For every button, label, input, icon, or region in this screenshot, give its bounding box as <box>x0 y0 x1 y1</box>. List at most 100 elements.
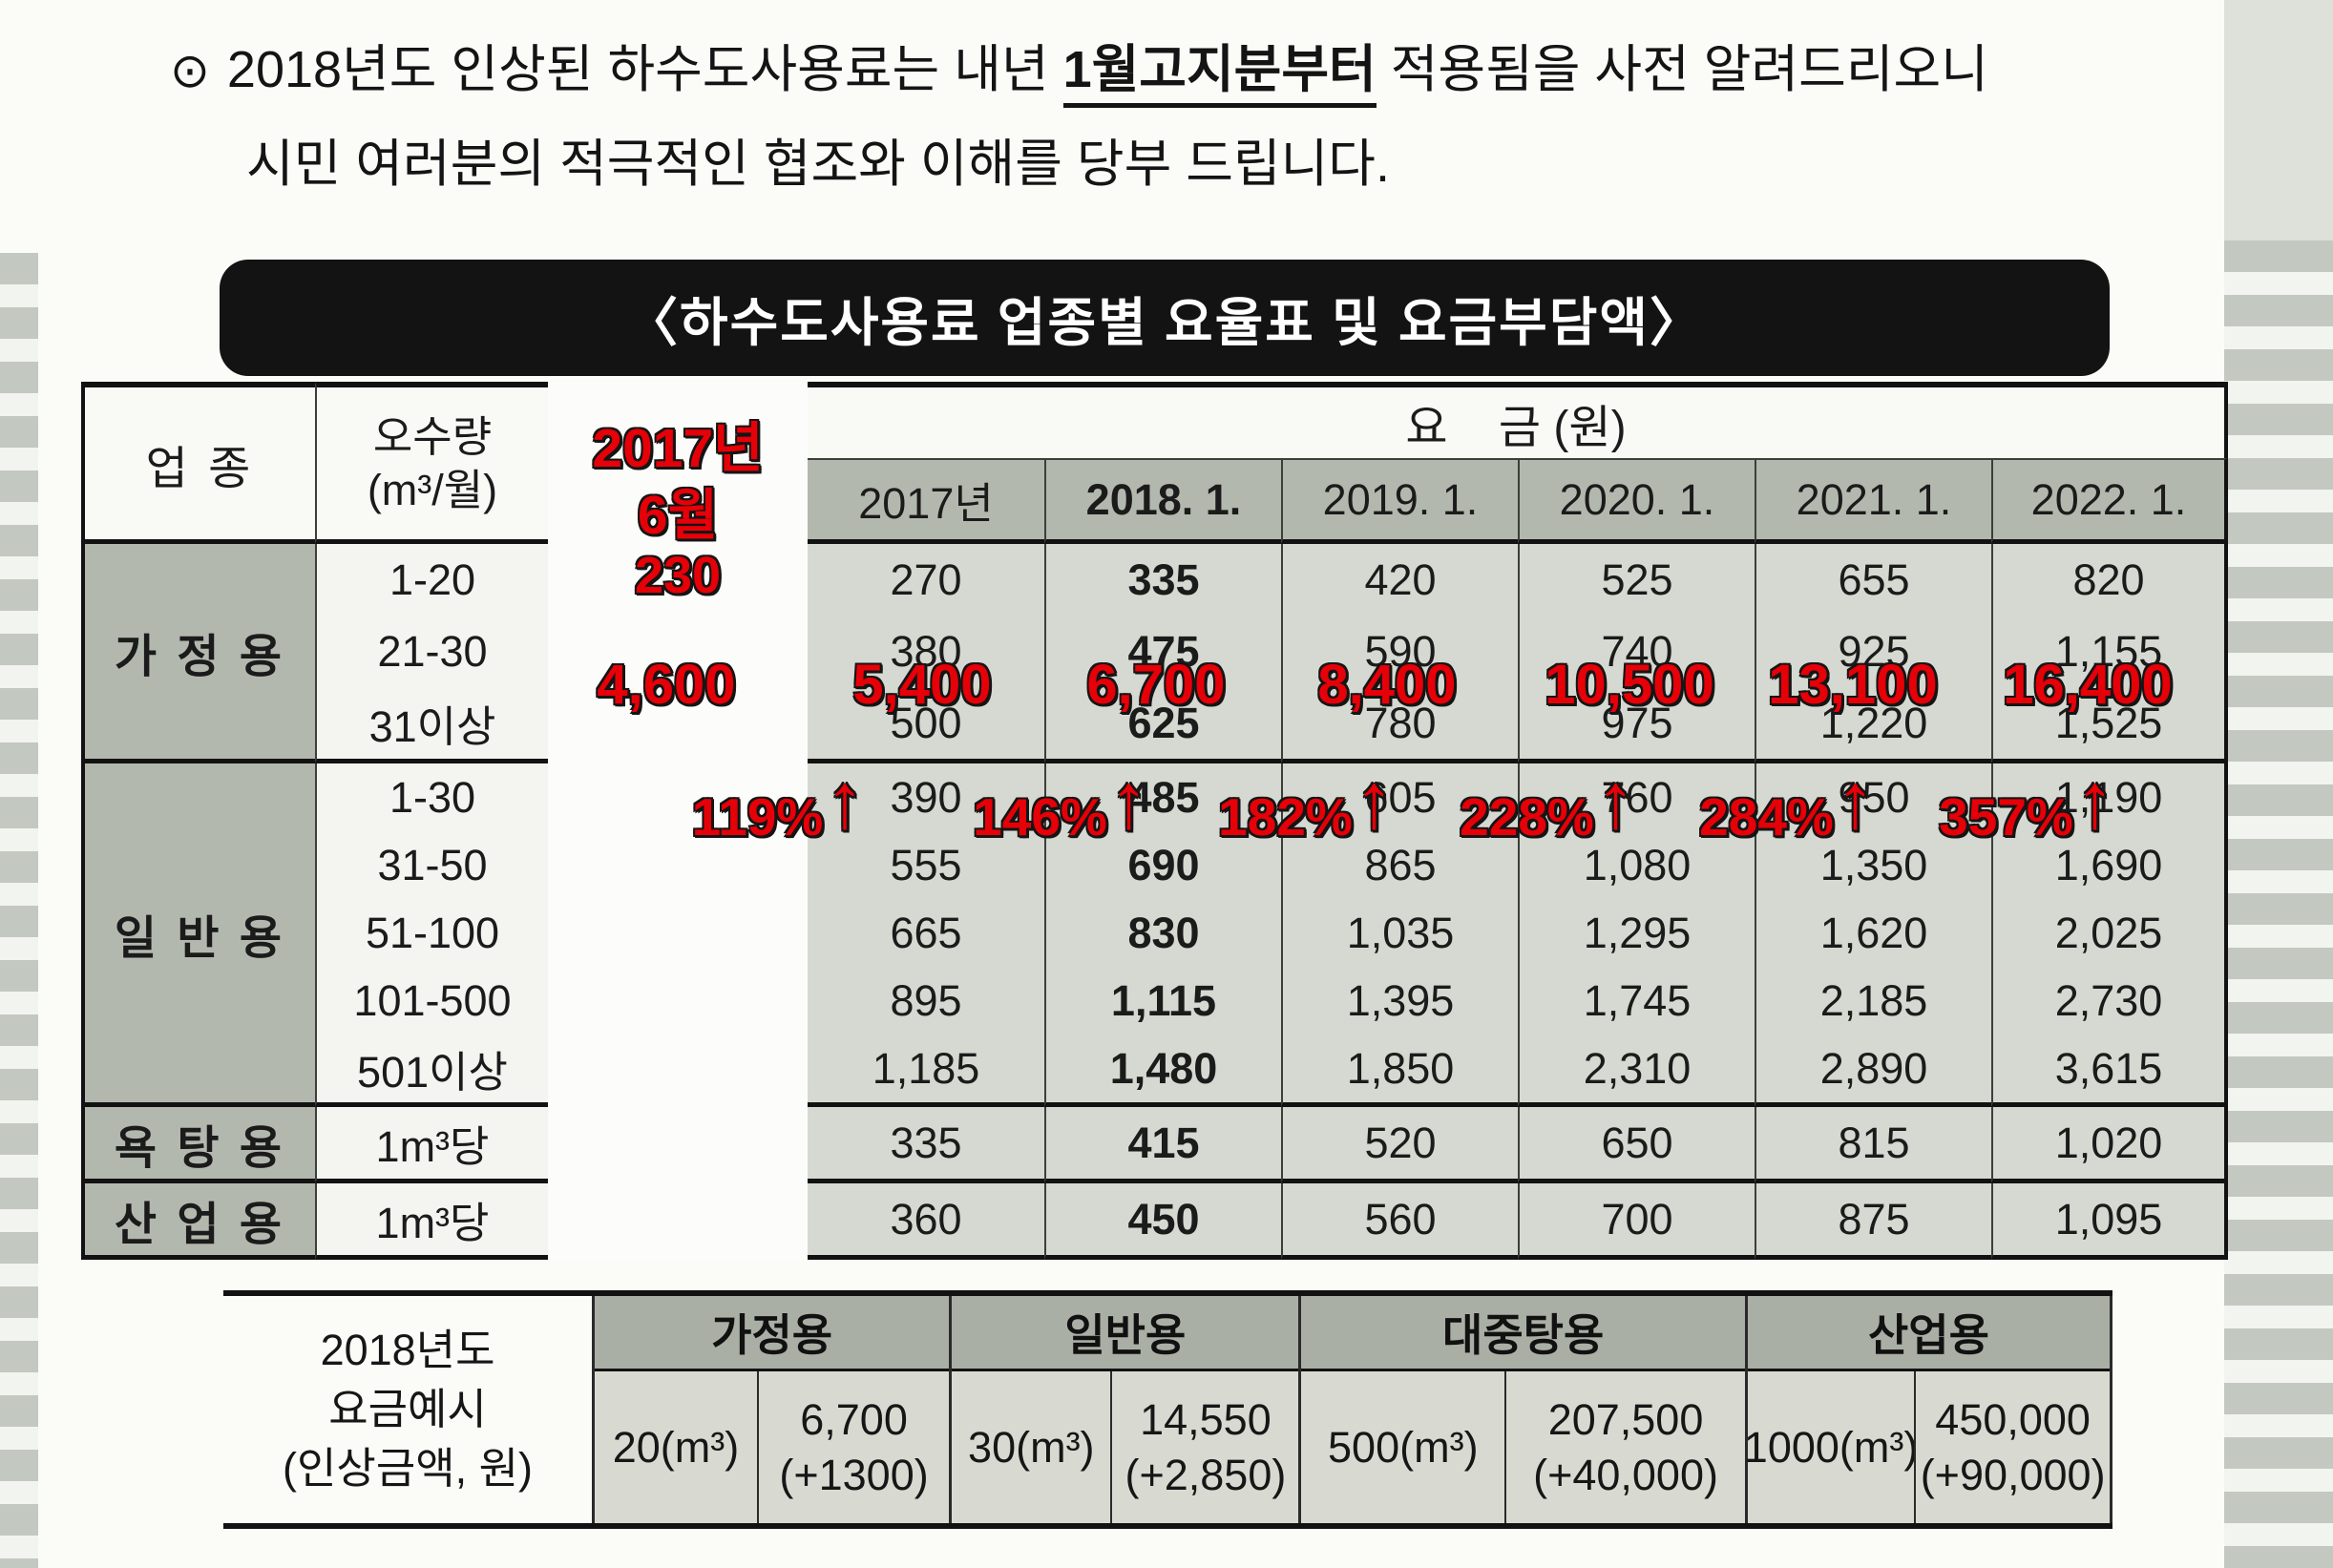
example-fee: 6,700 (+1300) <box>756 1371 949 1523</box>
fee-value: 1,155 <box>2054 626 2163 676</box>
fee-value: 270 <box>890 554 962 604</box>
fee-stack-general-2020: 760 1,080 1,295 1,745 2,310 <box>1518 763 1755 1107</box>
fee-value: 605 <box>1364 772 1437 822</box>
year-header-2019: 2019. 1. <box>1281 458 1518 544</box>
fee-value: 1,190 <box>2054 772 2163 822</box>
fee-stack-household-2018: 335 475 625 <box>1044 544 1281 763</box>
fee-value: 780 <box>1364 698 1437 747</box>
fee-value: 390 <box>890 772 962 822</box>
range-stack-household: 1-20 21-30 31이상 <box>315 544 548 763</box>
fee-value: 2,310 <box>1583 1043 1692 1093</box>
notice-line1: ⊙ 2018년도 인상된 하수도사용료는 내년 1월고지분부터 적용됨을 사전 알… <box>170 36 2203 108</box>
fee-value: 1,745 <box>1583 975 1692 1025</box>
fee-value: 1,220 <box>1819 698 1928 747</box>
example-usage: 500(m³) <box>1328 1422 1479 1472</box>
fee-value: 1,185 <box>872 1043 980 1093</box>
annotation-value: 13,100 <box>1768 654 1938 716</box>
range-value: 21-30 <box>377 626 488 676</box>
example-fee-amount: 450,000 <box>1935 1394 2091 1444</box>
fee-value: 360 <box>890 1194 962 1244</box>
percent-text: 119% <box>691 787 824 847</box>
fee-value: 865 <box>1364 840 1437 889</box>
fee-value: 1,080 <box>1583 840 1692 889</box>
year-header-2022: 2022. 1. <box>1991 458 2228 544</box>
range-value: 101-500 <box>353 975 512 1025</box>
fee-value: 1,395 <box>1346 975 1455 1025</box>
range-value: 31-50 <box>377 840 488 889</box>
example-group-body: 30(m³) 14,550 (+2,850) <box>952 1371 1299 1523</box>
notice-line1-post: 적용됨을 사전 알려드리오니 <box>1376 41 1988 98</box>
fee-stack-household-2022: 820 1,155 1,525 <box>1991 544 2228 763</box>
fee-title-cell: 요 금 (원) <box>808 382 2228 458</box>
fee-value: 500 <box>890 698 962 747</box>
fee-value: 650 <box>1601 1118 1673 1167</box>
example-group-label: 대중탕용 <box>1301 1296 1745 1371</box>
fee-value: 415 <box>1127 1118 1200 1167</box>
fee-value: 665 <box>890 908 962 957</box>
fee-value: 820 <box>2072 554 2145 604</box>
example-fee-table: 2018년도 요금예시 (인상금액, 원) 가정용 20(m³) 6,700 (… <box>223 1290 2112 1529</box>
fee-stack-industrial-2022: 1,095 <box>1991 1183 2228 1260</box>
example-group-publicbath: 대중탕용 500(m³) 207,500 (+40,000) <box>1298 1296 1745 1523</box>
fee-value: 1,480 <box>1109 1043 1218 1093</box>
fee-value: 625 <box>1127 698 1200 747</box>
fee-stack-general-2019: 605 865 1,035 1,395 1,850 <box>1281 763 1518 1107</box>
fee-value: 1,690 <box>2054 840 2163 889</box>
example-usage: 30(m³) <box>968 1422 1095 1472</box>
fee-value: 475 <box>1127 626 1200 676</box>
fee-value: 895 <box>890 975 962 1025</box>
annotation-percent: 146% ↑ <box>973 763 1148 847</box>
fee-value: 875 <box>1838 1194 1910 1244</box>
year-header-2021: 2021. 1. <box>1755 458 1991 544</box>
example-fee: 14,550 (+2,850) <box>1110 1371 1298 1523</box>
fee-value: 450 <box>1127 1194 1200 1244</box>
right-stripe-decoration <box>2220 240 2333 1568</box>
fee-value: 950 <box>1838 772 1910 822</box>
annotation-value: 16,400 <box>2003 654 2173 716</box>
category-cell-household: 가 정 용 <box>81 544 315 763</box>
fee-value: 1,295 <box>1583 908 1692 957</box>
up-arrow-icon: ↑ <box>1595 758 1635 845</box>
example-fee-increase: (+40,000) <box>1533 1450 1718 1499</box>
fee-stack-household-2019: 420 590 780 <box>1281 544 1518 763</box>
fee-stack-bath-2019: 520 <box>1281 1107 1518 1183</box>
fee-stack-industrial-2017: 360 <box>808 1183 1044 1260</box>
example-header-line: 2018년도 <box>320 1326 495 1374</box>
annotation-percent: 284% ↑ <box>1699 763 1875 847</box>
fee-value: 655 <box>1838 554 1910 604</box>
example-fee: 450,000 (+90,000) <box>1914 1371 2110 1523</box>
example-header-line: (인상금액, 원) <box>283 1444 534 1493</box>
fee-value: 1,850 <box>1346 1043 1455 1093</box>
example-row-header: 2018년도 요금예시 (인상금액, 원) <box>223 1296 592 1523</box>
volume-header-line1: 오수량 <box>372 411 493 461</box>
range-value: 1-30 <box>389 772 476 822</box>
annotation-month-label: 6월 <box>637 485 719 546</box>
fee-value: 1,620 <box>1819 908 1928 957</box>
annotation-value: 8,400 <box>1317 654 1457 716</box>
fee-value: 590 <box>1364 626 1437 676</box>
example-group-body: 500(m³) 207,500 (+40,000) <box>1301 1371 1745 1523</box>
fee-value: 2,730 <box>2054 975 2163 1025</box>
percent-text: 182% <box>1218 787 1353 847</box>
fee-stack-general-2021: 950 1,350 1,620 2,185 2,890 <box>1755 763 1991 1107</box>
example-fee-increase: (+2,850) <box>1124 1450 1287 1499</box>
fee-value: 335 <box>1127 554 1200 604</box>
fee-stack-industrial-2021: 875 <box>1755 1183 1991 1260</box>
example-fee-amount: 6,700 <box>800 1394 908 1444</box>
notice-paragraph: ⊙ 2018년도 인상된 하수도사용료는 내년 1월고지분부터 적용됨을 사전 알… <box>170 36 2203 198</box>
year-header-2018: 2018. 1. <box>1044 458 1281 544</box>
fee-value: 560 <box>1364 1194 1437 1244</box>
fee-value: 520 <box>1364 1118 1437 1167</box>
notice-line1-emphasis: 1월고지분부터 <box>1062 41 1377 108</box>
annotation-percent: 228% ↑ <box>1460 763 1635 847</box>
fee-stack-industrial-2018: 450 <box>1044 1183 1281 1260</box>
category-header-cell: 업 종 <box>81 382 315 544</box>
fee-value: 740 <box>1601 626 1673 676</box>
fee-stack-bath-2020: 650 <box>1518 1107 1755 1183</box>
year-header-2020: 2020. 1. <box>1518 458 1755 544</box>
fee-stack-general-2018: 485 690 830 1,115 1,480 <box>1044 763 1281 1107</box>
fee-stack-household-2017: 270 380 500 <box>808 544 1044 763</box>
fee-value: 2,890 <box>1819 1043 1928 1093</box>
fee-value: 420 <box>1364 554 1437 604</box>
annotation-base-value: 230 <box>634 547 722 604</box>
